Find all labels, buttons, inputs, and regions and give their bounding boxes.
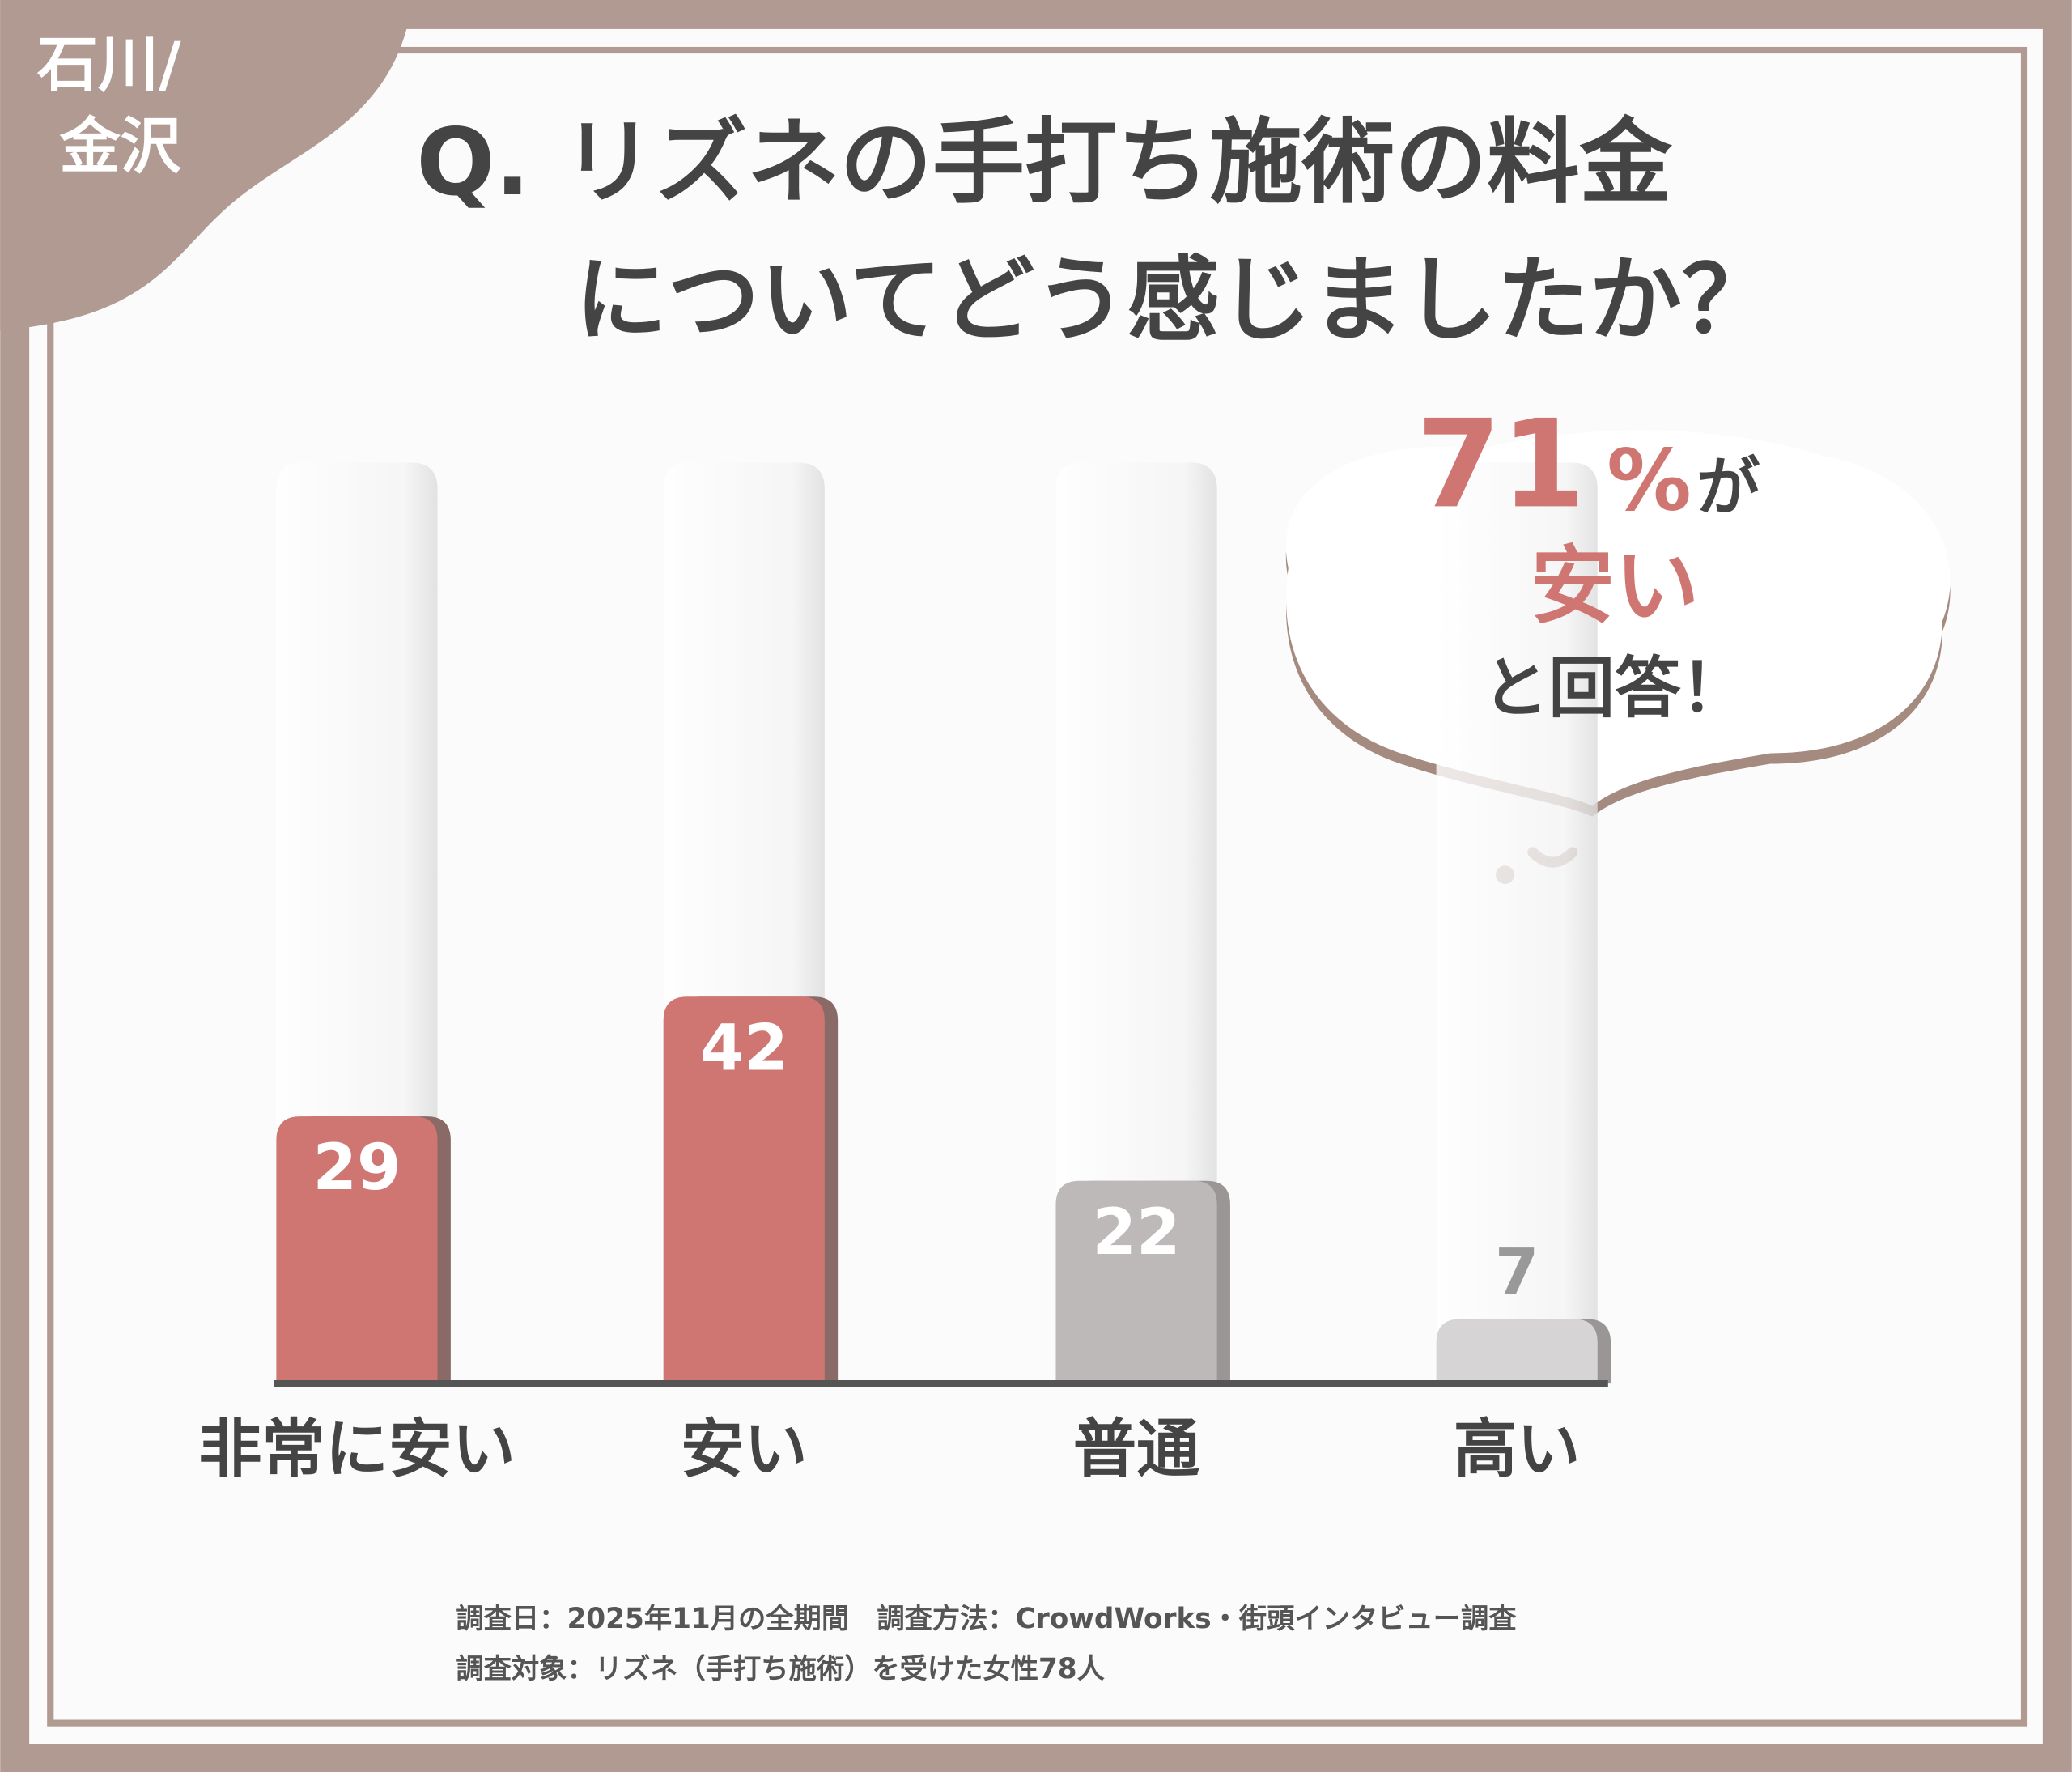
note: 調査日：2025年11月の全期間 調査方法：CrowdWorks・街頭インタビュ… (456, 1603, 1517, 1635)
note: 調査対象：リズネ（手打ち施術）を受けた女性78人 (456, 1653, 1105, 1685)
bar-track (1436, 462, 1598, 1384)
badge-text: 石川/ (37, 28, 181, 100)
annotation-text: 安い (1530, 537, 1699, 635)
value-label: 22 (1093, 1196, 1181, 1269)
bar (276, 1116, 438, 1384)
value-label: 29 (312, 1131, 401, 1205)
x-tick-label: 普通 (1073, 1413, 1200, 1486)
badge-shape (0, 0, 413, 331)
annotation-text: と回答！ (1483, 650, 1747, 727)
bar (663, 996, 825, 1384)
annotation-text: が (1696, 451, 1760, 525)
value-label: 7 (1495, 1236, 1539, 1310)
frame (47, 46, 2028, 1727)
bar (1055, 1180, 1217, 1384)
bar-track (1055, 462, 1217, 1384)
chart-title: Q. リズネの手打ち施術の料金 (416, 108, 1672, 216)
x-tick-label: 非常に安い (198, 1413, 516, 1486)
badge-text: 金沢 (59, 111, 182, 182)
annotation-value: 71 (1416, 394, 1586, 535)
bar (1436, 1319, 1598, 1384)
annotation-unit: % (1607, 431, 1692, 530)
x-tick-label: 安い (681, 1413, 808, 1486)
value-label: 42 (700, 1011, 788, 1085)
x-tick-label: 高い (1454, 1413, 1581, 1486)
chart-title: についてどう感じましたか？ (575, 246, 1774, 354)
